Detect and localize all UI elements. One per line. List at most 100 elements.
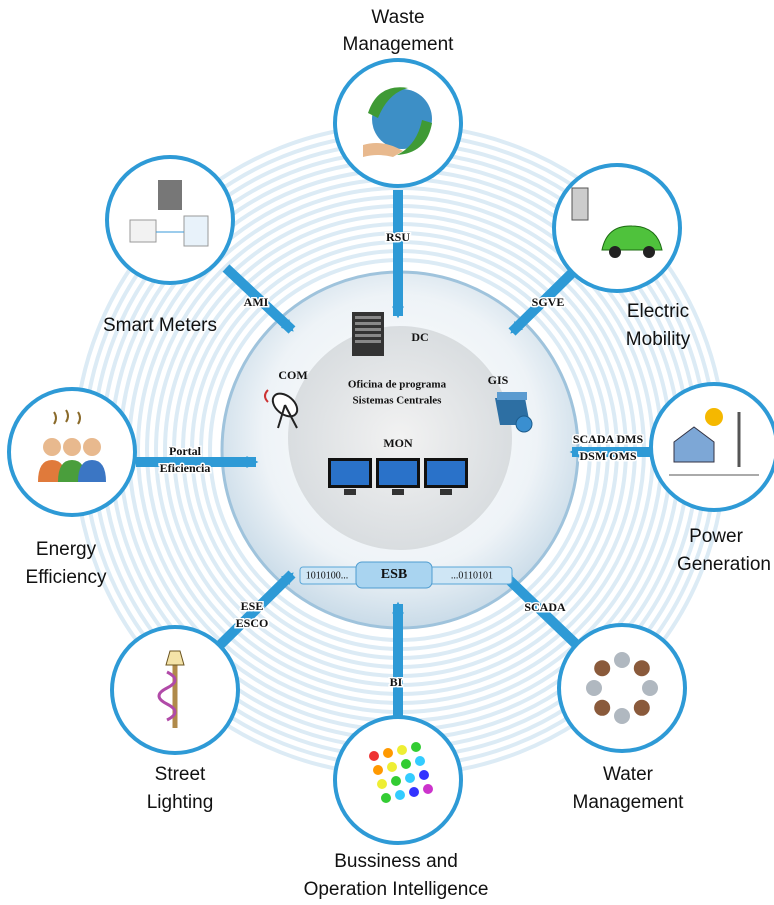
center: DC COM GIS Oficina de programa Sistemas … [264,312,533,589]
hand-icon [594,699,611,716]
meter-icon [158,180,182,210]
connector-label: ESCO [236,616,269,630]
connector-label: RSU [386,230,410,244]
esb-label: ESB [381,567,407,582]
hand-icon [642,680,658,696]
com-label: COM [278,368,307,382]
connector-label: SCADA DMS [573,432,644,446]
node-label: Electric [627,301,689,322]
node-label: Generation [677,554,771,575]
cube-node [369,751,379,761]
node-label: Street [155,764,206,785]
gis-icon [495,392,533,433]
monitors [328,458,468,495]
gis-label: GIS [488,373,509,387]
hand-icon [363,143,403,157]
cube-node [419,770,429,780]
hand-icon [614,652,630,668]
cube-node [383,748,393,758]
node-label: Smart Meters [103,315,217,336]
wheel [643,246,655,258]
node-label: Power [689,526,744,547]
hand-icon [586,680,602,696]
node: Electric Mobility [552,163,691,350]
connector-label: ESE [241,599,264,613]
connector-label: SGVE [532,295,565,309]
cube-node [411,742,421,752]
connector-arrow [500,571,582,650]
dc-label: DC [411,330,428,344]
heat-icon [53,409,81,425]
node-label: Operation Intelligence [304,879,489,900]
lamp-head [165,650,185,666]
connector-line [226,264,296,330]
connector-label: SCADA [524,600,566,614]
esb-binary: ...0110101 [451,570,493,581]
cube-node [373,765,383,775]
cube-node [391,776,401,786]
center-title: Oficina de programa [348,379,447,391]
esb-binary: 1010100... [306,570,349,581]
connector-arrow [510,270,575,334]
node: Smart Meters [103,155,235,336]
node-label: Management [343,34,455,55]
node-label: Lighting [147,792,214,813]
leaf-icon [368,87,432,155]
person-head [83,438,101,456]
node: Street Lighting [110,625,240,813]
node-label: Mobility [626,329,691,350]
server-icon [352,312,384,356]
person-body [78,460,106,482]
node: Waste Management [333,7,463,188]
node-label: Management [573,792,685,813]
cube-node [397,745,407,755]
satellite-icon [264,389,299,429]
node-circle [557,623,687,753]
connector-line [502,569,584,648]
connector-label: Portal [169,444,202,458]
person-head [63,438,81,456]
cube-node [387,762,397,772]
node-label: Bussiness and [334,851,458,872]
nodes: Waste Management Electric Mobility Power Gene… [7,7,774,900]
wheel [609,246,621,258]
node: Bussiness and Operation Intelligence [304,715,489,900]
connector-line [498,573,580,652]
hand-icon [594,660,611,677]
person-head [43,438,61,456]
esb-bar [299,561,513,589]
car-icon [601,225,663,251]
cube-node [415,756,425,766]
house-icon [673,426,715,463]
node-label: Water [603,764,654,785]
cube-node [423,784,433,794]
connector-label: AMI [244,295,269,309]
vine [157,670,177,722]
connector-label: Eficiencia [160,461,211,475]
node: Energy Efficiency [7,387,137,588]
globe-icon [372,89,432,149]
node-label: Waste [371,7,424,28]
connector-label: BI [390,675,403,689]
connector-line [216,570,292,645]
node: Water Management [557,623,687,813]
node-label: Efficiency [26,567,107,588]
charger-icon [571,187,589,221]
cube-node [377,779,387,789]
connector-arrow [224,266,294,332]
connector-line [222,268,292,334]
connector-label: DSM OMS [580,449,637,463]
node-label: Energy [36,539,97,560]
cube-node [401,759,411,769]
connector-line [220,574,296,649]
node-circle [105,155,235,285]
cube-node [395,790,405,800]
connector-line [512,272,577,336]
connector-arrow [218,572,294,647]
center-title: Sistemas Centrales [353,395,443,407]
connectors: RSU SGVE SCADA DMS DSM OMS SCADA BI ESE ESCO Por… [136,190,650,716]
hand-icon [633,660,650,677]
node: Power Generation [649,382,774,575]
meter-icon [129,219,157,243]
